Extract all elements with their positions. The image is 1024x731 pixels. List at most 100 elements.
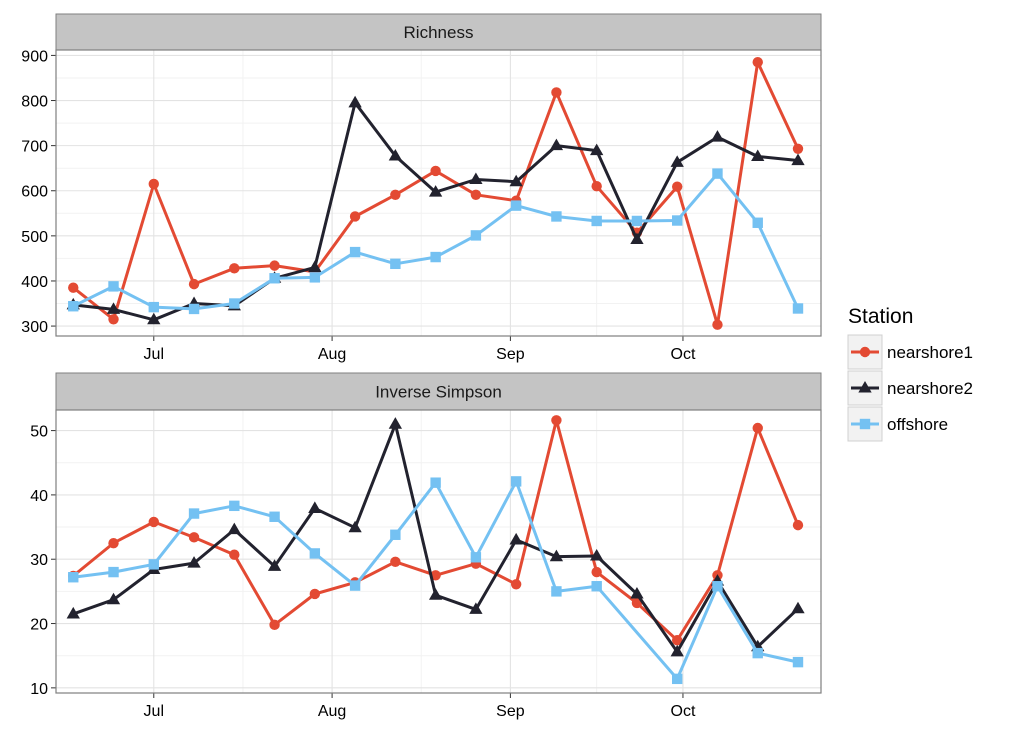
data-point [188,303,200,315]
data-point [267,559,282,571]
data-point [591,566,602,578]
data-point [229,298,240,309]
data-point [672,635,683,646]
data-point [68,301,79,312]
data-point [349,246,361,258]
legend-title: Station [848,305,913,328]
legend-key-marker [858,381,872,393]
data-point [187,556,201,568]
data-point [752,217,763,228]
data-point [390,258,401,270]
panel-border [55,409,822,694]
y-tick-label: 400 [21,274,48,291]
data-point [631,215,643,227]
data-point [308,260,322,272]
legend-item: offshore [847,406,948,442]
data-point [108,281,119,292]
data-point [712,168,723,179]
data-point [148,516,159,528]
y-tick-label: 300 [21,319,48,336]
data-point [470,189,482,201]
y-tick-label: 30 [30,552,48,569]
data-point [349,580,361,591]
x-tick-label: Aug [318,703,346,720]
data-point [388,149,403,161]
panel-title: Richness [404,23,474,42]
x-tick-label: Jul [144,703,164,720]
data-point [106,592,121,605]
data-point [591,215,602,227]
series-nearshore2 [66,417,805,657]
data-point [269,619,280,631]
data-point [752,647,763,659]
data-point [308,501,322,513]
data-point [792,656,804,668]
x-tick-label: Sep [496,346,525,363]
data-point [792,143,804,154]
data-point [148,301,159,313]
data-point [428,588,443,600]
data-point [712,319,723,330]
data-point [390,556,401,567]
data-point [348,520,362,533]
y-tick-label: 800 [21,94,48,111]
data-point [469,602,483,614]
data-point [188,532,200,543]
data-point [430,251,441,263]
legend-label: nearshore1 [887,343,973,362]
data-point [551,415,562,426]
data-point [428,185,443,197]
x-tick-label: Aug [318,346,346,363]
legend-label: offshore [887,415,948,434]
data-point [752,422,763,434]
data-point [752,56,763,68]
panel-1: Inverse Simpson 10 20 30 40 50 Jul Aug Sep Oct [30,372,822,720]
data-point [672,673,683,685]
y-tick-label: 700 [21,139,48,156]
data-point [630,232,644,245]
data-point [469,172,483,185]
data-point [390,529,401,540]
data-point [510,200,522,211]
data-point [551,211,562,222]
data-point [510,579,522,590]
data-point [68,282,79,293]
data-point [630,586,644,599]
panel-strip [55,13,822,51]
data-point [309,548,321,559]
x-tick-label: Sep [496,703,525,720]
panel-0: Richness 300 400 500 600 700 800 900 Jul Aug Sep Oc… [21,13,822,363]
y-tick-label: 40 [30,488,48,505]
data-point [148,559,159,570]
data-point [751,149,765,162]
data-point [229,500,240,512]
x-tick-label: Oct [671,346,696,363]
data-point [229,263,240,274]
data-point [309,588,321,600]
data-point [509,174,523,187]
data-point [549,138,564,151]
data-point [590,143,604,156]
y-tick-label: 20 [30,617,48,634]
y-tick-label: 10 [30,681,48,698]
data-point [509,532,523,545]
data-point [188,278,200,290]
data-point [147,312,161,325]
plot-background [56,410,821,693]
legend-item: nearshore2 [847,370,973,406]
data-point [670,155,684,167]
data-point [188,508,200,519]
data-point [712,581,723,592]
data-point [430,165,441,177]
series-offshore [68,476,804,685]
data-point [792,519,804,531]
y-tick-label: 900 [21,48,48,65]
data-point [670,644,684,657]
data-point [108,537,119,549]
y-tick-label: 500 [21,229,48,246]
data-point [470,552,482,563]
data-point [510,476,522,487]
data-point [470,230,482,241]
data-point [388,417,403,429]
